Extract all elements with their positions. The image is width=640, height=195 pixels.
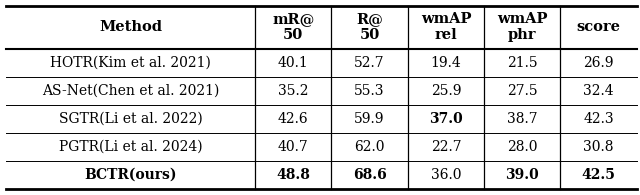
Text: 68.6: 68.6 <box>353 168 387 182</box>
Text: HOTR(Kim et al. 2021): HOTR(Kim et al. 2021) <box>51 56 211 70</box>
Text: 42.6: 42.6 <box>278 112 308 126</box>
Text: 32.4: 32.4 <box>583 84 614 98</box>
Text: 37.0: 37.0 <box>429 112 463 126</box>
Text: 52.7: 52.7 <box>355 56 385 70</box>
Text: 40.1: 40.1 <box>278 56 308 70</box>
Text: 36.0: 36.0 <box>431 168 461 182</box>
Text: 28.0: 28.0 <box>507 140 538 154</box>
Text: 55.3: 55.3 <box>355 84 385 98</box>
Text: 62.0: 62.0 <box>355 140 385 154</box>
Text: score: score <box>577 20 621 34</box>
Text: SGTR(Li et al. 2022): SGTR(Li et al. 2022) <box>59 112 203 126</box>
Text: 42.5: 42.5 <box>582 168 616 182</box>
Text: 40.7: 40.7 <box>278 140 308 154</box>
Text: PGTR(Li et al. 2024): PGTR(Li et al. 2024) <box>59 140 202 154</box>
Text: Method: Method <box>99 20 162 34</box>
Text: 22.7: 22.7 <box>431 140 461 154</box>
Text: 59.9: 59.9 <box>355 112 385 126</box>
Text: 48.8: 48.8 <box>276 168 310 182</box>
Text: 19.4: 19.4 <box>431 56 461 70</box>
Text: R@
50: R@ 50 <box>356 12 383 43</box>
Text: AS-Net(Chen et al. 2021): AS-Net(Chen et al. 2021) <box>42 84 220 98</box>
Text: mR@
50: mR@ 50 <box>272 12 314 43</box>
Text: BCTR(ours): BCTR(ours) <box>84 168 177 182</box>
Text: 25.9: 25.9 <box>431 84 461 98</box>
Text: 30.8: 30.8 <box>584 140 614 154</box>
Text: 39.0: 39.0 <box>506 168 539 182</box>
Text: wmAP
rel: wmAP rel <box>420 12 471 43</box>
Text: 42.3: 42.3 <box>583 112 614 126</box>
Text: 38.7: 38.7 <box>507 112 538 126</box>
Text: wmAP
phr: wmAP phr <box>497 12 548 43</box>
Text: 26.9: 26.9 <box>584 56 614 70</box>
Text: 21.5: 21.5 <box>507 56 538 70</box>
Text: 35.2: 35.2 <box>278 84 308 98</box>
Text: 27.5: 27.5 <box>507 84 538 98</box>
